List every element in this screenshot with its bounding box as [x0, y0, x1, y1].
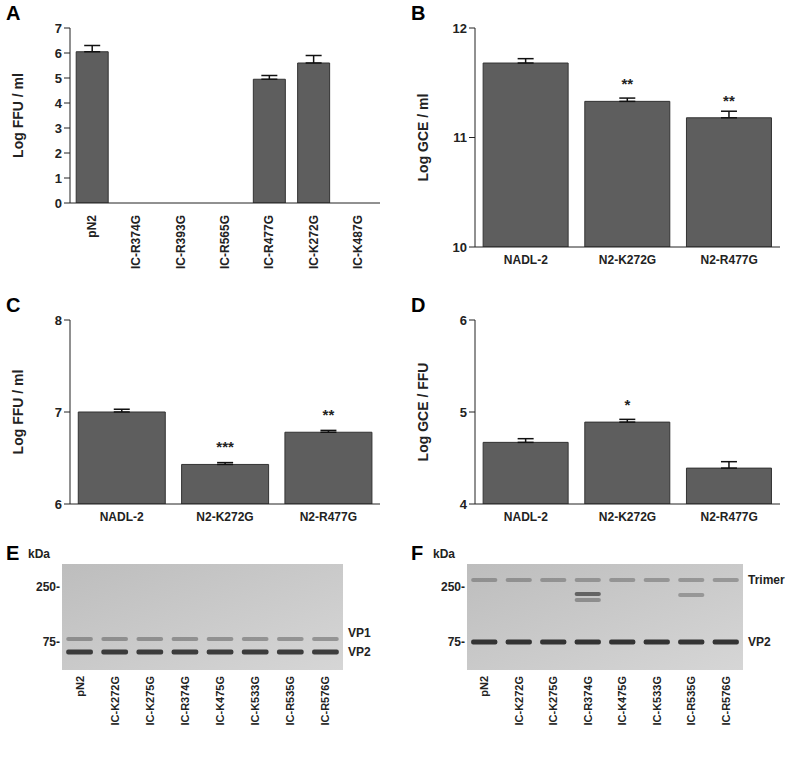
- svg-text:N2-K272G: N2-K272G: [599, 253, 656, 267]
- svg-text:Log FFU / ml: Log FFU / ml: [10, 370, 26, 455]
- svg-text:250-: 250-: [441, 580, 465, 594]
- html-text:E: E: [6, 542, 20, 564]
- svg-text:N2-R477G: N2-R477G: [300, 510, 357, 524]
- svg-text:N2-R477G: N2-R477G: [700, 253, 757, 267]
- svg-text:11: 11: [453, 130, 467, 145]
- svg-text:IC-K487G: IC-K487G: [351, 215, 365, 269]
- svg-text:IC-K272G: IC-K272G: [307, 215, 321, 269]
- svg-text:kDa: kDa: [433, 547, 455, 561]
- svg-text:6: 6: [460, 313, 467, 328]
- svg-text:8: 8: [55, 313, 62, 328]
- svg-text:NADL-2: NADL-2: [100, 510, 144, 524]
- svg-text:6: 6: [55, 46, 62, 61]
- svg-text:**: **: [723, 92, 735, 109]
- svg-text:pN2: pN2: [85, 215, 99, 238]
- svg-text:IC-K272G: IC-K272G: [513, 676, 525, 726]
- svg-text:4: 4: [55, 96, 63, 111]
- svg-text:*: *: [624, 396, 630, 413]
- svg-text:NADL-2: NADL-2: [504, 253, 548, 267]
- svg-text:Log GCE / FFU: Log GCE / FFU: [415, 363, 431, 462]
- svg-text:Log FFU / ml: Log FFU / ml: [10, 73, 26, 158]
- svg-text:VP2: VP2: [348, 645, 371, 659]
- svg-text:IC-R565G: IC-R565G: [218, 215, 232, 269]
- svg-text:pN2: pN2: [478, 676, 490, 697]
- svg-text:N2-K272G: N2-K272G: [599, 510, 656, 524]
- html-text:F: F: [411, 542, 424, 564]
- svg-text:IC-K475G: IC-K475G: [616, 676, 628, 726]
- svg-text:Log GCE / ml: Log GCE / ml: [415, 94, 431, 182]
- svg-text:IC-K275G: IC-K275G: [547, 676, 559, 726]
- html-text:C: C: [6, 294, 21, 316]
- svg-text:IC-K533G: IC-K533G: [651, 676, 663, 726]
- svg-text:IC-R477G: IC-R477G: [262, 215, 276, 269]
- svg-text:***: ***: [216, 438, 234, 455]
- svg-text:IC-R374G: IC-R374G: [582, 676, 594, 726]
- svg-text:**: **: [621, 75, 633, 92]
- svg-text:10: 10: [453, 240, 467, 255]
- svg-text:75-: 75-: [43, 635, 60, 649]
- svg-text:3: 3: [55, 121, 62, 136]
- svg-text:IC-R576G: IC-R576G: [319, 676, 331, 726]
- svg-text:IC-R576G: IC-R576G: [720, 676, 732, 726]
- svg-text:4: 4: [460, 497, 468, 512]
- svg-text:5: 5: [460, 405, 467, 420]
- svg-text:0: 0: [55, 196, 62, 211]
- svg-text:NADL-2: NADL-2: [504, 510, 548, 524]
- svg-text:7: 7: [55, 21, 62, 36]
- svg-text:5: 5: [55, 71, 62, 86]
- svg-text:N2-K272G: N2-K272G: [196, 510, 253, 524]
- html-text:D: D: [411, 294, 426, 316]
- svg-text:kDa: kDa: [28, 547, 50, 561]
- svg-text:**: **: [323, 406, 335, 423]
- svg-text:2: 2: [55, 146, 62, 161]
- html-text:A: A: [6, 2, 21, 24]
- svg-text:IC-K475G: IC-K475G: [214, 676, 226, 726]
- svg-text:IC-K272G: IC-K272G: [109, 676, 121, 726]
- svg-text:pN2: pN2: [74, 676, 86, 697]
- svg-text:VP1: VP1: [348, 626, 371, 640]
- html-text:B: B: [411, 2, 426, 24]
- svg-text:IC-R374G: IC-R374G: [129, 215, 143, 269]
- svg-text:VP2: VP2: [748, 635, 771, 649]
- svg-text:12: 12: [453, 21, 467, 36]
- svg-text:Trimer: Trimer: [748, 573, 785, 587]
- svg-text:1: 1: [55, 171, 62, 186]
- svg-text:6: 6: [55, 497, 62, 512]
- svg-text:IC-R535G: IC-R535G: [284, 676, 296, 726]
- svg-text:N2-R477G: N2-R477G: [700, 510, 757, 524]
- svg-text:IC-K533G: IC-K533G: [249, 676, 261, 726]
- svg-text:7: 7: [55, 405, 62, 420]
- svg-text:250-: 250-: [36, 580, 60, 594]
- svg-text:75-: 75-: [448, 635, 465, 649]
- svg-text:IC-R374G: IC-R374G: [179, 676, 191, 726]
- svg-text:IC-R393G: IC-R393G: [174, 215, 188, 269]
- svg-text:IC-K275G: IC-K275G: [144, 676, 156, 726]
- svg-text:IC-R535G: IC-R535G: [685, 676, 697, 726]
